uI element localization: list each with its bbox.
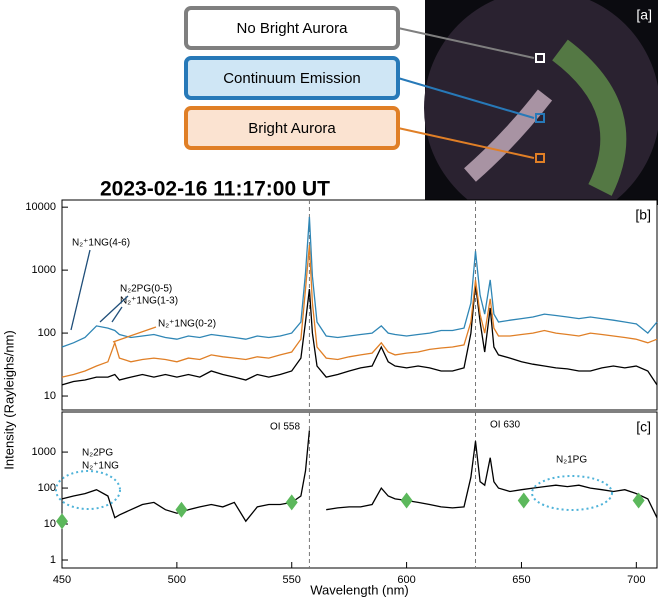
annotation-arrow <box>111 306 123 323</box>
x-tick-label: 700 <box>627 574 645 586</box>
sky-marker <box>535 153 545 163</box>
marker <box>175 501 188 518</box>
chart-title: 2023-02-16 11:17:00 UT <box>100 178 330 201</box>
annotation: N₂⁺1NG(4-6) <box>72 238 130 249</box>
panel-label: [a] <box>636 7 652 23</box>
annotation: N₂2PG <box>82 448 113 459</box>
annotation: OI 630 <box>490 420 520 431</box>
panel-label: [b] <box>635 207 651 223</box>
annotation-ellipse <box>55 470 121 510</box>
annotation: N₂2PG(0-5) <box>120 284 172 295</box>
legend-arrow <box>397 77 535 119</box>
annotation: N₂⁺1NG(0-2) <box>158 319 216 330</box>
x-tick-label: 600 <box>397 574 415 586</box>
panel-label: [c] <box>636 419 651 435</box>
marker <box>517 492 530 509</box>
y-tick-label: 1000 <box>32 446 56 458</box>
annotation: N₂1PG <box>556 455 587 466</box>
spectrum-line <box>61 284 658 386</box>
aurora-bright <box>464 89 553 182</box>
annotation-arrow <box>112 326 157 343</box>
sky-marker <box>535 113 545 123</box>
legend-arrow <box>397 27 535 59</box>
y-tick-label: 100 <box>38 482 56 494</box>
marker <box>285 494 298 511</box>
y-tick-label: 10000 <box>25 201 56 213</box>
x-tick-label: 450 <box>53 574 71 586</box>
plot-area <box>61 411 658 569</box>
annotation: N₂⁺1NG(1-3) <box>120 296 178 307</box>
annotation-arrow <box>99 295 129 323</box>
spectrum-line <box>61 430 658 523</box>
sky-marker <box>535 53 545 63</box>
legend-arrow <box>397 127 535 159</box>
x-axis-label: Wavelength (nm) <box>310 582 409 597</box>
y-tick-label: 10 <box>44 390 56 402</box>
marker <box>400 492 413 509</box>
x-tick-label: 500 <box>168 574 186 586</box>
legend-label: Continuum Emission <box>223 70 361 87</box>
y-tick-label: 100 <box>38 327 56 339</box>
legend-label: No Bright Aurora <box>237 20 349 37</box>
annotation: OI 558 <box>270 422 300 433</box>
y-tick-label: 10 <box>44 518 56 530</box>
y-axis-label: Intensity (Rayleighs/nm) <box>1 330 16 469</box>
spectrum-line <box>61 216 658 348</box>
marker <box>632 492 645 509</box>
marker <box>56 513 68 530</box>
annotation: N₂⁺1NG <box>82 461 119 472</box>
annotation-ellipse <box>531 475 613 511</box>
annotation-arrow <box>70 249 91 331</box>
aurora-arc <box>552 39 627 196</box>
legend-label: Bright Aurora <box>248 120 336 137</box>
y-tick-label: 1000 <box>32 264 56 276</box>
spectrum-line <box>61 245 658 378</box>
y-tick-label: 1 <box>50 554 56 566</box>
x-tick-label: 650 <box>512 574 530 586</box>
x-tick-label: 550 <box>283 574 301 586</box>
